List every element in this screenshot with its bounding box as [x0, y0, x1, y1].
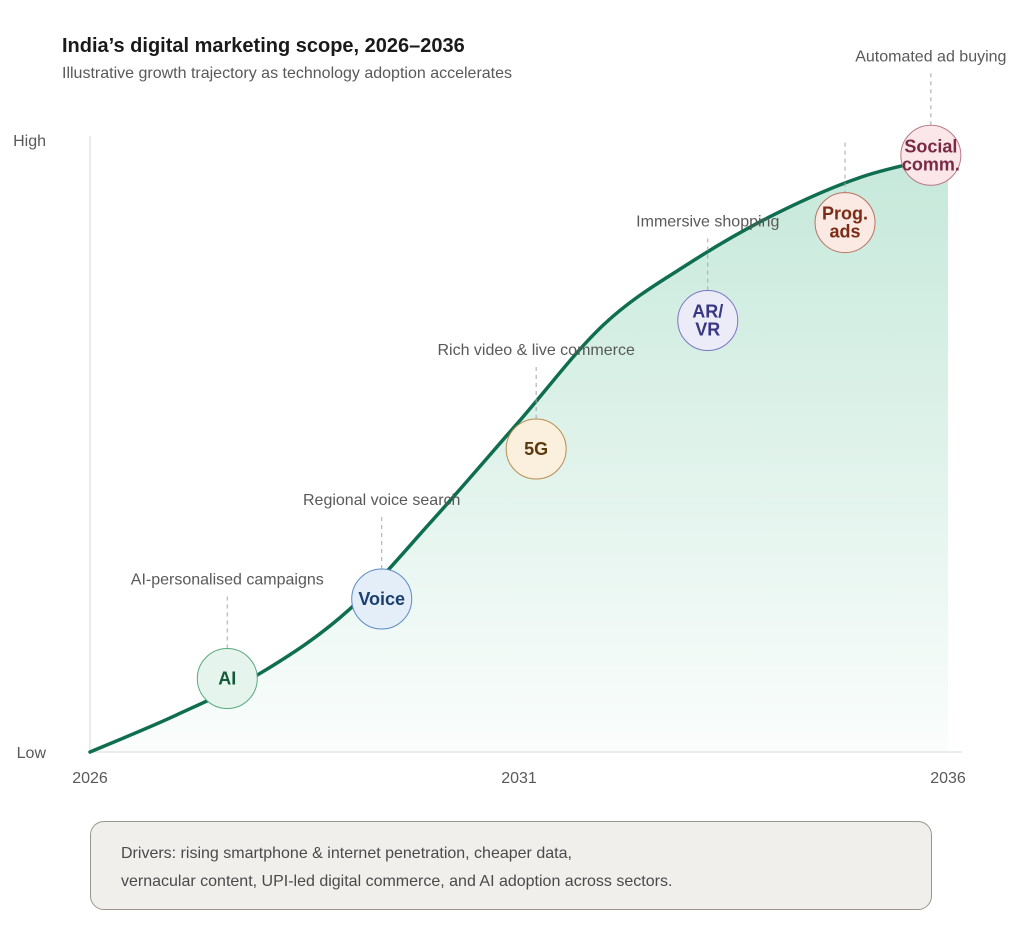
- milestone-marker: [505, 418, 567, 480]
- milestone-label: AI: [218, 669, 236, 689]
- annotation-label: Rich video & live commerce: [437, 342, 635, 359]
- milestone-label: AR/: [692, 302, 723, 322]
- milestone-marker: [814, 192, 876, 254]
- milestone-marker: [196, 648, 258, 710]
- milestone-label: comm.: [902, 154, 960, 174]
- y-tick-label: Low: [17, 745, 47, 762]
- milestone-marker: [677, 290, 739, 352]
- milestone-label: ads: [830, 222, 861, 242]
- x-tick-label: 2036: [930, 770, 966, 787]
- x-tick-label: 2026: [72, 770, 108, 787]
- drivers-text: Drivers: rising smartphone & internet pe…: [121, 845, 673, 890]
- milestone-label: Voice: [358, 589, 405, 609]
- chart-subtitle: Illustrative growth trajectory as techno…: [62, 65, 513, 82]
- milestone-label: 5G: [524, 439, 548, 459]
- annotation-label: AI-personalised campaigns: [131, 572, 324, 589]
- chart-title: India’s digital marketing scope, 2026–20…: [62, 35, 465, 57]
- annotation-label: Automated ad buying: [855, 48, 1006, 65]
- milestone-label: VR: [695, 320, 720, 340]
- drivers-note: Drivers: rising smartphone & internet pe…: [90, 821, 932, 910]
- milestone-marker: [351, 568, 413, 630]
- x-tick-label: 2031: [501, 770, 537, 787]
- milestone-label: Social: [904, 136, 957, 156]
- milestone-marker: [900, 124, 962, 186]
- y-tick-label: High: [13, 133, 46, 150]
- annotation-label: Regional voice search: [303, 492, 460, 509]
- milestone-label: Prog.: [822, 204, 868, 224]
- annotation-label: Immersive shopping: [636, 214, 779, 231]
